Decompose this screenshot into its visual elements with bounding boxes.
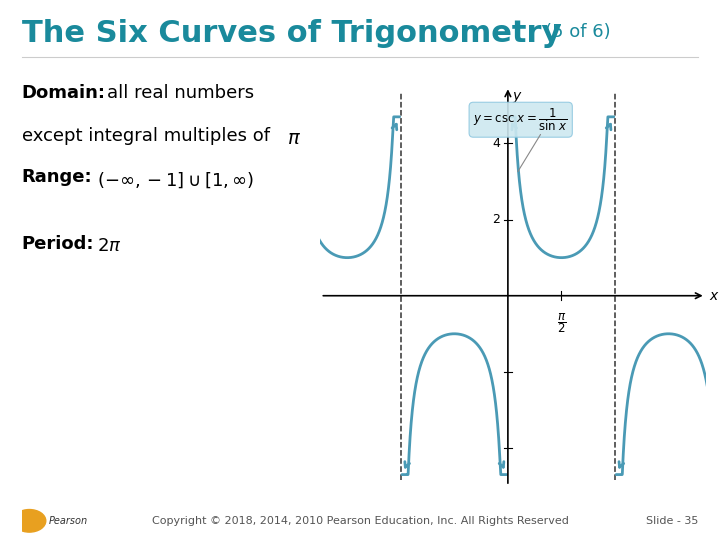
Text: $(-\infty,-1]\cup[1,\infty)$: $(-\infty,-1]\cup[1,\infty)$: [97, 170, 254, 190]
Text: 2: 2: [492, 213, 500, 226]
Text: all real numbers: all real numbers: [107, 84, 253, 102]
Text: $2\pi$: $2\pi$: [97, 237, 122, 254]
Text: $x$: $x$: [709, 289, 720, 303]
Text: 4: 4: [492, 137, 500, 150]
Text: The Six Curves of Trigonometry: The Six Curves of Trigonometry: [22, 19, 561, 48]
Text: except integral multiples of: except integral multiples of: [22, 127, 275, 145]
Circle shape: [13, 510, 46, 532]
Text: Pearson: Pearson: [48, 516, 88, 526]
Text: $\pi$: $\pi$: [287, 129, 300, 147]
Text: Period:: Period:: [22, 235, 94, 253]
Text: Domain:: Domain:: [22, 84, 106, 102]
Text: (5 of 6): (5 of 6): [545, 23, 611, 40]
Text: Range:: Range:: [22, 168, 92, 186]
Text: $y$: $y$: [512, 90, 523, 105]
Text: Slide - 35: Slide - 35: [646, 516, 698, 526]
Text: Copyright © 2018, 2014, 2010 Pearson Education, Inc. All Rights Reserved: Copyright © 2018, 2014, 2010 Pearson Edu…: [152, 516, 568, 526]
Text: $y = \mathrm{csc}\; x = \dfrac{1}{\sin\, x}$: $y = \mathrm{csc}\; x = \dfrac{1}{\sin\,…: [473, 106, 568, 133]
Text: $\dfrac{\pi}{2}$: $\dfrac{\pi}{2}$: [557, 311, 566, 335]
